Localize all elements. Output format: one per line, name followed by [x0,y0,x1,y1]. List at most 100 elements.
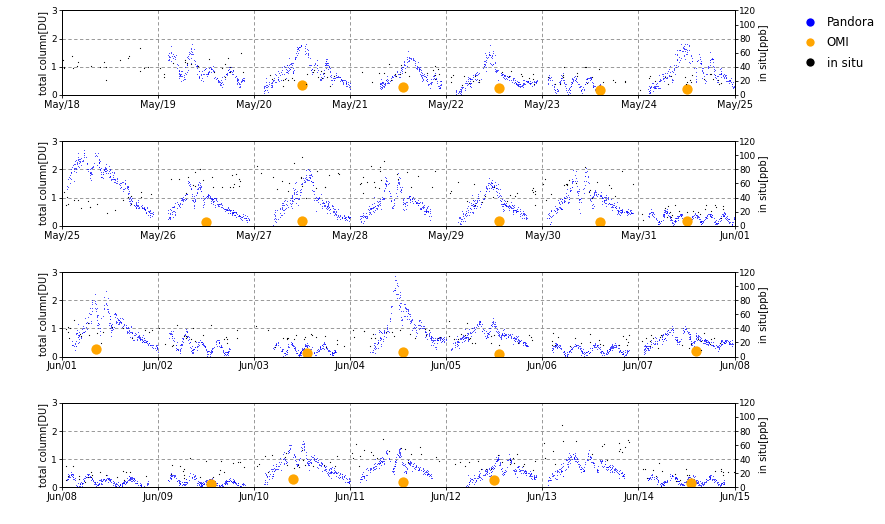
Point [137,204,151,212]
Point [592,336,606,344]
Point [689,477,704,485]
Point [514,81,528,90]
Point [607,341,621,350]
Point [135,335,149,343]
Point [681,471,696,479]
Point [99,76,113,84]
Point [373,79,388,87]
Point [258,83,273,91]
Point [475,327,489,335]
Point [74,160,88,169]
Point [565,74,579,82]
Point [376,194,390,203]
Point [180,475,194,484]
Point [573,205,587,213]
Point [539,195,553,204]
Point [449,88,463,96]
Point [106,325,120,333]
Point [606,203,620,211]
Point [506,75,520,83]
Point [400,312,414,320]
Point [204,346,219,355]
Point [524,469,538,477]
Point [504,458,519,466]
Point [691,333,705,341]
Point [372,459,386,467]
Point [123,474,137,482]
Point [709,219,723,227]
Point [463,474,477,483]
Point [116,178,130,187]
Point [700,212,714,220]
Point [489,320,503,329]
Point [693,55,707,63]
Point [134,188,148,196]
Point [300,341,314,349]
Point [235,76,250,84]
Point [112,482,127,490]
Point [489,457,503,466]
Point [559,460,573,468]
Point [595,197,609,205]
Point [524,333,538,342]
Point [328,467,342,475]
Point [580,74,594,83]
Point [284,59,298,68]
Point [549,207,563,215]
Point [312,460,326,468]
Point [527,472,541,480]
Point [68,342,82,351]
Point [709,341,723,349]
Point [276,82,290,90]
Point [427,334,441,342]
Point [481,53,496,61]
Point [127,201,142,210]
Point [300,343,314,351]
Point [202,478,216,487]
Point [564,186,578,194]
Point [543,483,557,491]
Point [466,208,480,216]
Point [320,468,335,477]
Point [670,50,684,58]
Point [186,345,200,354]
Point [278,455,292,463]
Point [166,203,181,212]
Point [656,479,670,488]
Point [477,62,491,70]
Point [708,71,722,80]
Point [703,61,717,70]
Point [430,334,444,343]
Point [367,202,381,211]
Point [107,178,121,187]
Point [187,204,201,212]
Point [177,330,191,339]
Point [181,52,196,60]
Point [431,82,445,90]
Point [123,475,137,484]
Point [658,476,673,485]
Point [523,79,537,87]
Point [72,328,86,336]
Point [81,313,95,321]
Point [428,61,442,70]
Point [458,332,472,340]
Point [397,303,412,311]
Point [166,54,181,62]
Point [658,478,672,486]
Point [319,462,334,471]
Point [291,460,305,468]
Point [404,458,418,467]
Point [613,445,627,453]
Point [312,193,327,202]
Point [553,464,567,472]
Point [408,333,422,342]
Point [275,201,289,210]
Point [511,207,525,215]
Point [371,340,385,348]
Point [279,349,293,357]
Point [550,471,564,479]
Point [718,478,732,486]
Point [488,65,502,73]
Point [176,332,190,340]
